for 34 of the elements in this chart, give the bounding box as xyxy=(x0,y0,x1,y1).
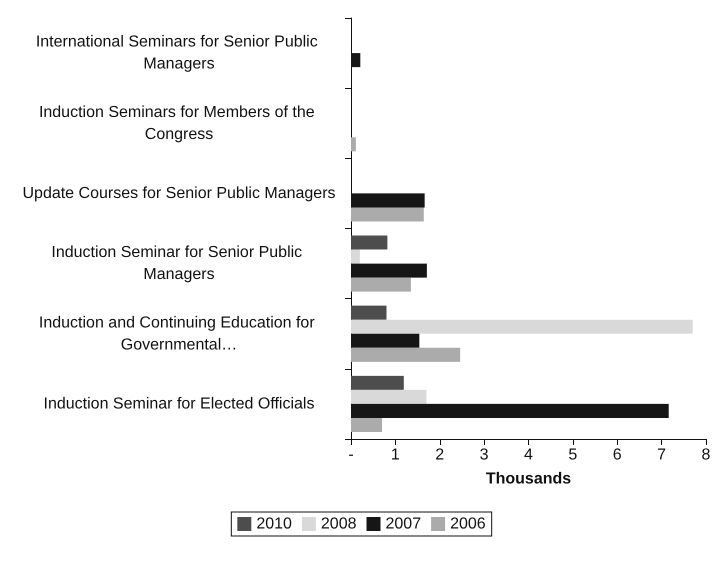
bar xyxy=(351,418,382,432)
bar xyxy=(351,334,420,348)
bar xyxy=(351,390,426,404)
legend-label: 2010 xyxy=(256,516,292,532)
y-tick-label: Update Courses for Senior Public Managers xyxy=(22,184,336,202)
x-axis-title: Thousands xyxy=(486,470,572,488)
bar xyxy=(351,137,356,152)
x-tick-label: 8 xyxy=(702,446,711,464)
x-tick-label: 4 xyxy=(524,446,534,464)
bar xyxy=(351,306,386,320)
legend-label: 2006 xyxy=(450,516,486,532)
y-tick-label: Induction Seminar for Elected Officials xyxy=(44,395,314,412)
x-tick-label: - xyxy=(348,446,354,464)
bar xyxy=(351,264,427,278)
legend-label: 2007 xyxy=(386,516,422,532)
bar xyxy=(351,236,388,250)
bar xyxy=(351,320,693,334)
y-tick-label: International Seminars for Senior Public Managers xyxy=(36,34,322,73)
y-tick-label: Induction Seminars for Members of the Congress xyxy=(38,104,320,143)
bar xyxy=(351,348,460,362)
bar xyxy=(351,376,404,390)
x-tick-label: 5 xyxy=(568,446,578,464)
x-tick-label: 6 xyxy=(612,446,622,464)
bar xyxy=(351,250,360,264)
x-tick-label: 3 xyxy=(480,446,489,464)
x-tick-label: 2 xyxy=(435,446,444,464)
bar xyxy=(351,278,411,292)
x-tick-label: 7 xyxy=(657,446,666,464)
x-tick-label: 1 xyxy=(390,446,400,464)
bar xyxy=(351,404,669,418)
y-tick-label: Induction and Continuing Education for Governmental… xyxy=(38,314,320,354)
legend-label: 2008 xyxy=(320,516,357,532)
bar xyxy=(351,207,424,222)
y-tick-label: Induction Seminar for Senior Public Managers xyxy=(51,244,307,284)
